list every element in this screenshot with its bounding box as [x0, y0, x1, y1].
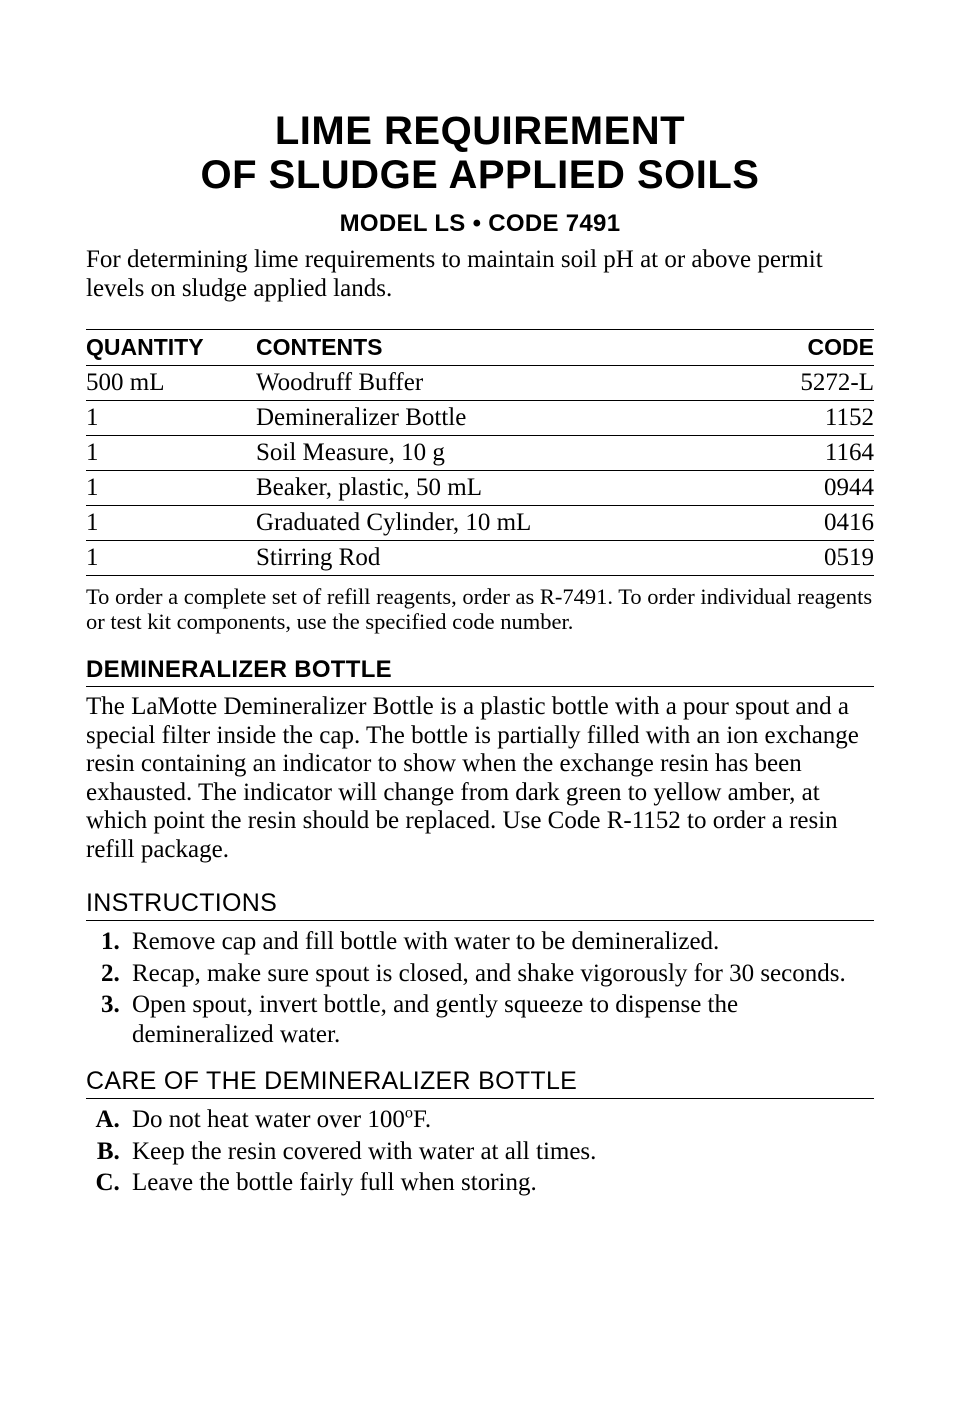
contents-table: QUANTITY CONTENTS CODE 500 mL Woodruff B…	[86, 329, 874, 576]
order-note: To order a complete set of refill reagen…	[86, 584, 874, 634]
cell-contents: Woodruff Buffer	[256, 365, 754, 400]
demineralizer-heading: DEMINERALIZER BOTTLE	[86, 656, 874, 687]
table-header-row: QUANTITY CONTENTS CODE	[86, 329, 874, 365]
cell-contents: Beaker, plastic, 50 mL	[256, 470, 754, 505]
cell-contents: Demineralizer Bottle	[256, 400, 754, 435]
subtitle: MODEL LS • CODE 7491	[86, 210, 874, 238]
cell-code: 5272-L	[754, 365, 874, 400]
title-line1: LIME REQUIREMENT	[86, 110, 874, 152]
cell-qty: 1	[86, 505, 256, 540]
cell-code: 0944	[754, 470, 874, 505]
th-code: CODE	[754, 329, 874, 365]
care-heading: CARE OF THE DEMINERALIZER BOTTLE	[86, 1067, 874, 1099]
th-contents: CONTENTS	[256, 329, 754, 365]
list-item: Keep the resin covered with water at all…	[126, 1137, 874, 1167]
cell-qty: 1	[86, 400, 256, 435]
table-row: 1 Soil Measure, 10 g 1164	[86, 435, 874, 470]
table-row: 500 mL Woodruff Buffer 5272-L	[86, 365, 874, 400]
table-row: 1 Graduated Cylinder, 10 mL 0416	[86, 505, 874, 540]
cell-code: 0416	[754, 505, 874, 540]
intro-paragraph: For determining lime requirements to mai…	[86, 246, 874, 304]
page: LIME REQUIREMENT OF SLUDGE APPLIED SOILS…	[0, 0, 954, 1278]
cell-qty: 1	[86, 540, 256, 575]
list-item: Remove cap and fill bottle with water to…	[126, 927, 874, 957]
list-item: Do not heat water over 100oF.	[126, 1105, 874, 1135]
cell-qty: 500 mL	[86, 365, 256, 400]
cell-contents: Stirring Rod	[256, 540, 754, 575]
care-list: Do not heat water over 100oF. Keep the r…	[86, 1105, 874, 1198]
table-row: 1 Stirring Rod 0519	[86, 540, 874, 575]
cell-qty: 1	[86, 435, 256, 470]
cell-code: 1164	[754, 435, 874, 470]
demineralizer-body: The LaMotte Demineralizer Bottle is a pl…	[86, 693, 874, 864]
cell-code: 1152	[754, 400, 874, 435]
list-item: Open spout, invert bottle, and gently sq…	[126, 990, 874, 1049]
table-row: 1 Beaker, plastic, 50 mL 0944	[86, 470, 874, 505]
list-item: Recap, make sure spout is closed, and sh…	[126, 959, 874, 989]
table-row: 1 Demineralizer Bottle 1152	[86, 400, 874, 435]
th-quantity: QUANTITY	[86, 329, 256, 365]
list-item: Leave the bottle fairly full when storin…	[126, 1168, 874, 1198]
cell-qty: 1	[86, 470, 256, 505]
instructions-list: Remove cap and fill bottle with water to…	[86, 927, 874, 1049]
instructions-heading: INSTRUCTIONS	[86, 889, 874, 921]
cell-contents: Graduated Cylinder, 10 mL	[256, 505, 754, 540]
cell-contents: Soil Measure, 10 g	[256, 435, 754, 470]
title-line2: OF SLUDGE APPLIED SOILS	[86, 154, 874, 196]
cell-code: 0519	[754, 540, 874, 575]
